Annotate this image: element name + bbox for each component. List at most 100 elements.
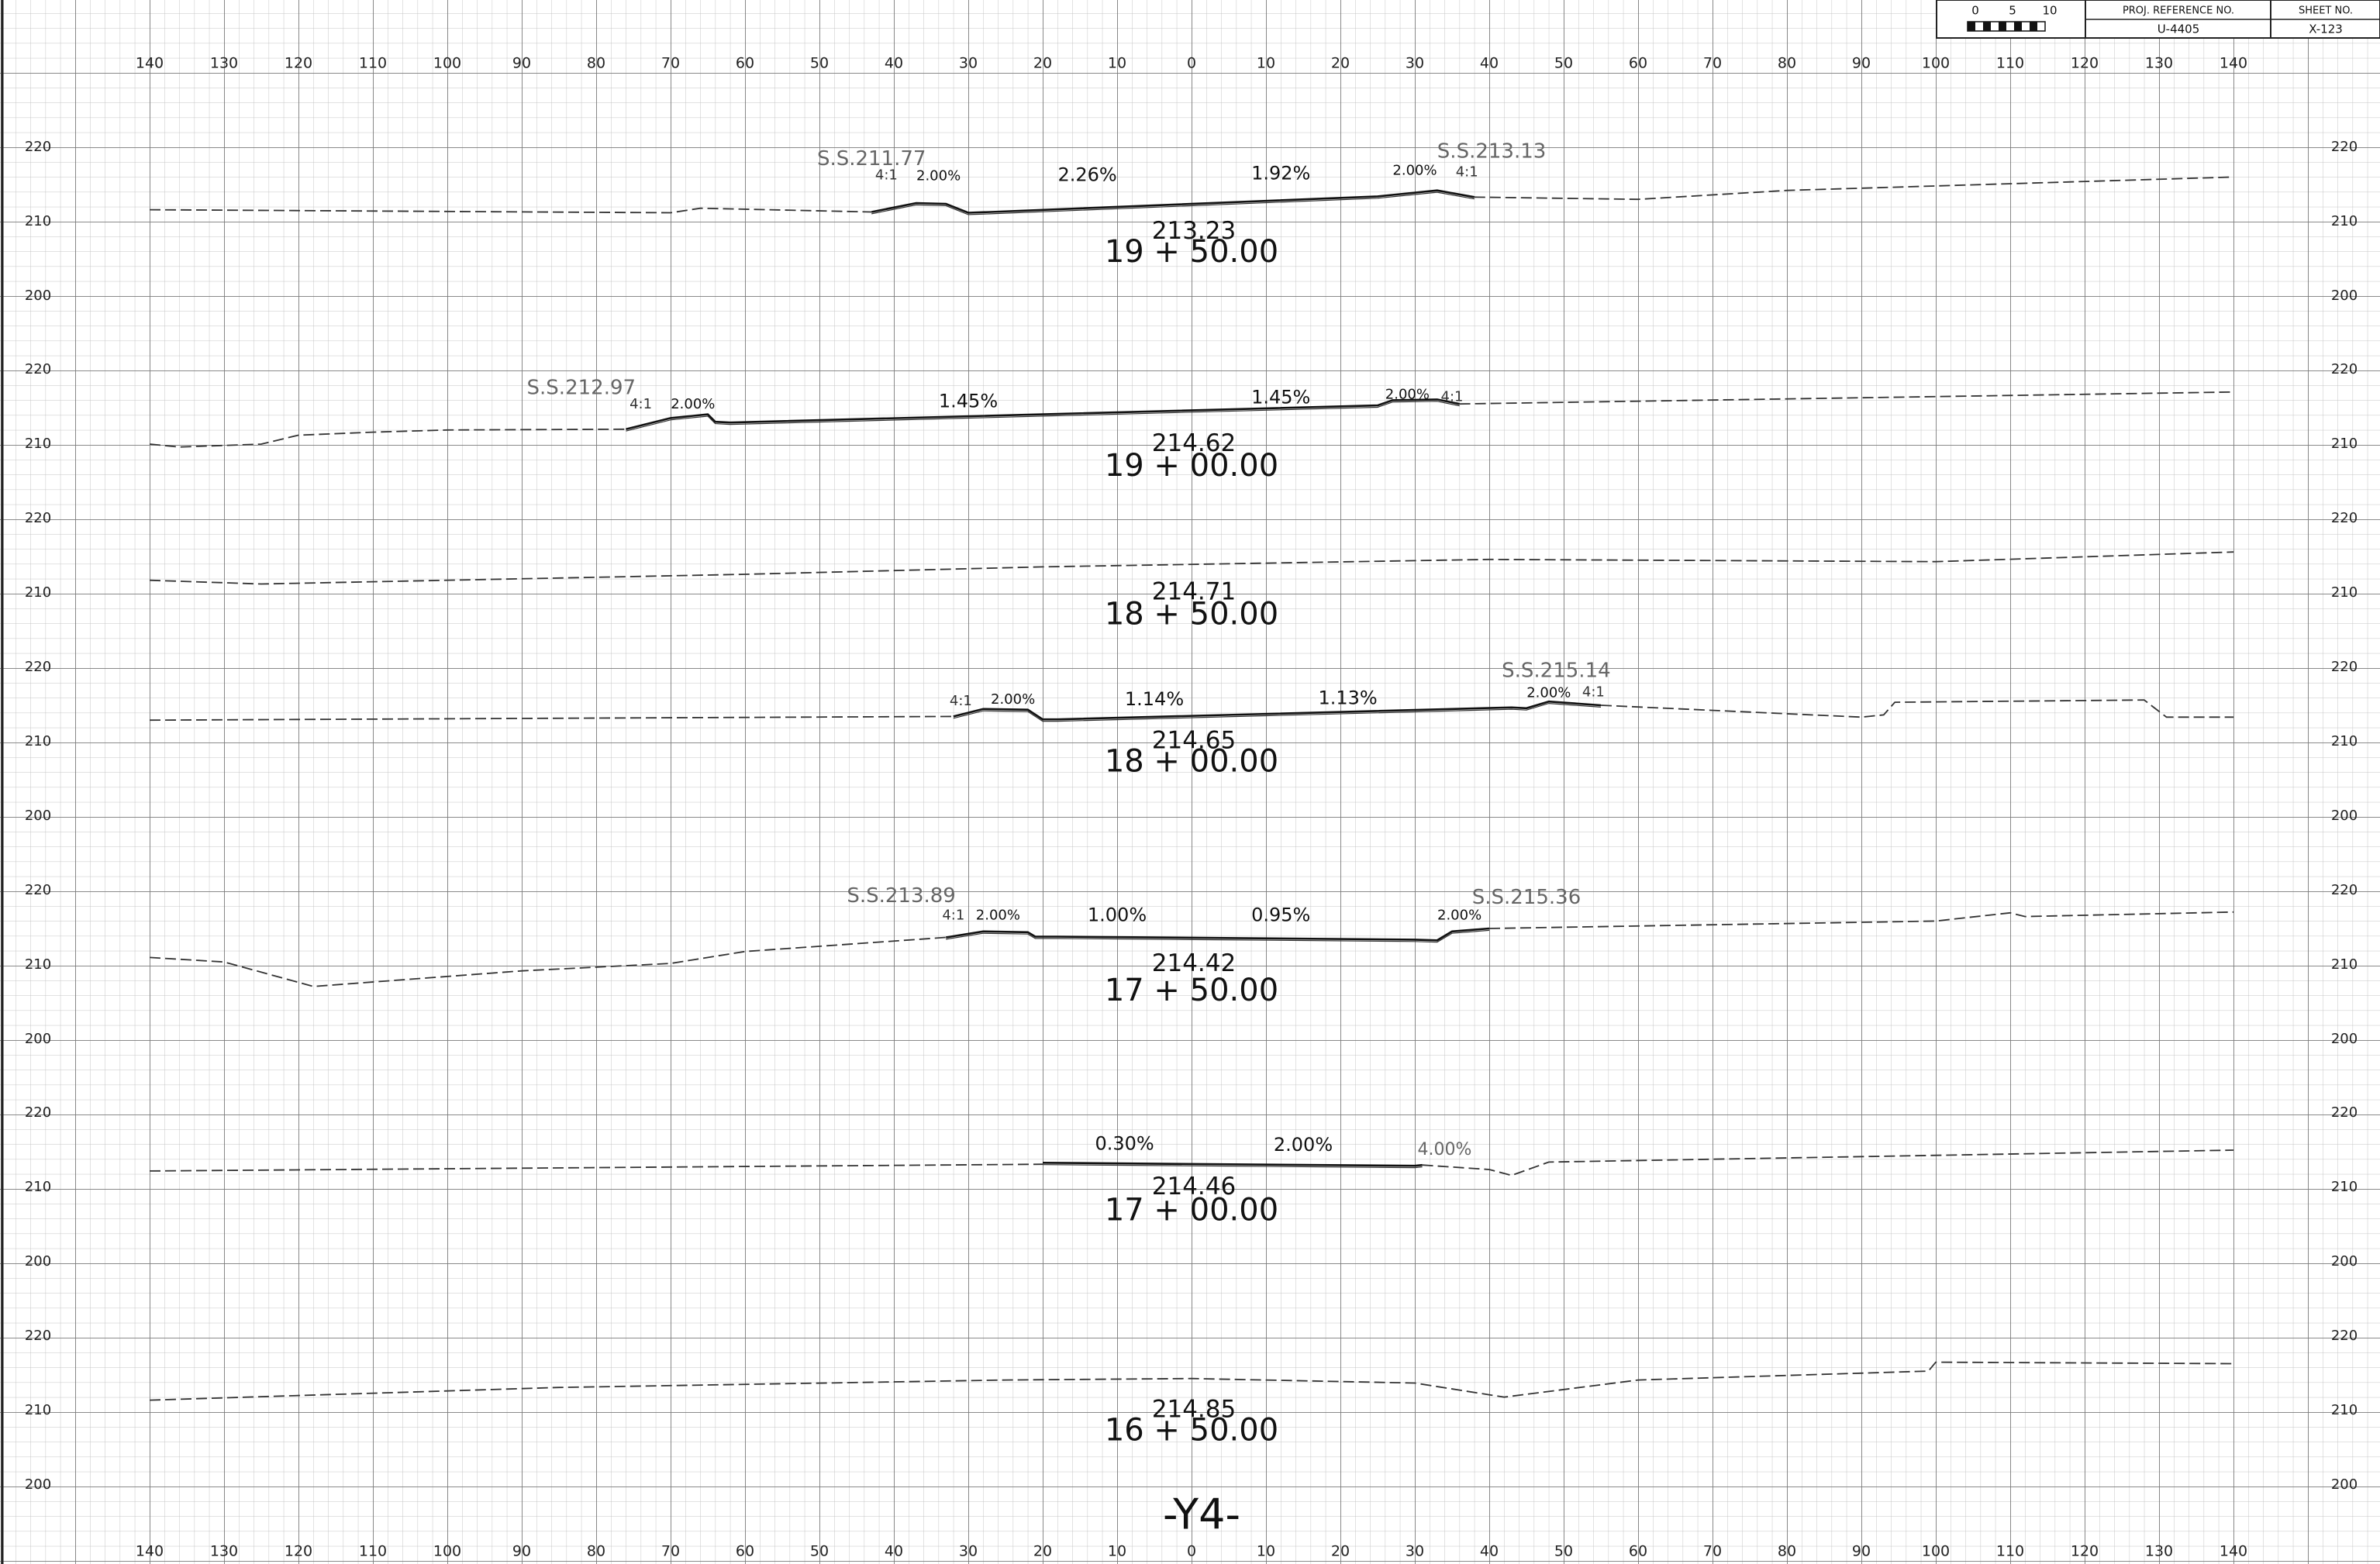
ground-line	[1474, 176, 2234, 201]
elevation-label: 220	[2331, 361, 2358, 377]
grade-elevation: 214.46	[1152, 1173, 1236, 1201]
section-annotation: 4:1	[950, 693, 972, 709]
roadway-subgrade	[946, 929, 1490, 943]
section-annotation: S.S.211.77	[817, 147, 926, 171]
section-annotation: 4:1	[629, 396, 652, 412]
offset-label: 50	[810, 55, 829, 72]
section-annotation: 0.30%	[1095, 1132, 1154, 1154]
offset-label: 100	[1922, 55, 1950, 72]
elevation-label: 210	[25, 436, 51, 452]
ground-line	[1459, 391, 2234, 405]
section-annotation: 4:1	[1441, 389, 1464, 405]
offset-label: 30	[959, 55, 978, 72]
offset-label: 70	[661, 1543, 680, 1560]
section-annotation: 2.00%	[991, 691, 1035, 708]
elevation-label: 220	[2331, 659, 2358, 675]
elevation-label: 200	[25, 1031, 51, 1047]
elevation-label: 210	[25, 213, 51, 229]
elevation-label: 210	[2331, 584, 2358, 601]
section-annotation: 1.45%	[1251, 386, 1310, 408]
station: 16 + 50.00	[1105, 1412, 1278, 1448]
station: 18 + 50.00	[1105, 597, 1278, 632]
offset-label: 140	[2220, 55, 2247, 72]
section-annotation: 2.00%	[1385, 387, 1430, 403]
section-annotation: 2.00%	[1526, 685, 1571, 701]
section-annotation: 2.00%	[671, 396, 715, 412]
scale-bar	[1967, 21, 2046, 32]
ground-line	[149, 428, 626, 448]
offset-label: 120	[2071, 1543, 2099, 1560]
section-annotation: 4:1	[1456, 164, 1478, 181]
section-annotation: S.S.215.14	[1502, 659, 1611, 682]
offset-label: 110	[359, 1543, 387, 1560]
offset-label: 70	[661, 55, 680, 72]
grade-elevation: 214.71	[1152, 578, 1236, 606]
grade-elevation: 214.42	[1152, 949, 1236, 977]
offset-label: 80	[1778, 55, 1796, 72]
offset-label: 140	[2220, 1543, 2247, 1560]
offset-label: 140	[136, 55, 164, 72]
ground-line	[149, 936, 947, 987]
elevation-label: 210	[25, 584, 51, 601]
ground-line	[149, 715, 954, 722]
offset-label: 60	[1629, 55, 1647, 72]
offset-label: 40	[885, 55, 903, 72]
section-annotation: 0.95%	[1251, 904, 1310, 926]
station: 19 + 50.00	[1105, 234, 1278, 270]
offset-label: 70	[1703, 1543, 1722, 1560]
roadway-template	[1042, 1162, 1423, 1167]
section-annotation: 4:1	[875, 167, 898, 183]
elevation-label: 220	[25, 1328, 51, 1344]
elevation-label: 210	[2331, 733, 2358, 749]
offset-label: 30	[959, 1543, 978, 1560]
elevation-label: 210	[2331, 1402, 2358, 1418]
offset-label: 80	[587, 1543, 605, 1560]
offset-label: 40	[885, 1543, 903, 1560]
offset-label: 20	[1331, 1543, 1350, 1560]
grade-elevation: 213.23	[1152, 217, 1236, 245]
roadway-template	[871, 189, 1475, 214]
proj-ref-label: PROJ. REFERENCE NO.	[2123, 5, 2234, 17]
offset-label: 90	[512, 1543, 531, 1560]
section-annotation: 1.45%	[939, 390, 998, 412]
roadway-template	[626, 398, 1460, 431]
offset-label: 110	[1996, 1543, 2024, 1560]
scale-label: 0	[1971, 4, 1979, 18]
section-annotation: 2.00%	[1274, 1134, 1333, 1156]
station: 18 + 00.00	[1105, 743, 1278, 779]
offset-label: 30	[1406, 55, 1424, 72]
ground-line	[1600, 699, 2233, 718]
elevation-label: 200	[2331, 1476, 2358, 1493]
elevation-label: 220	[25, 659, 51, 675]
scale-label: 10	[2042, 4, 2057, 18]
section-annotation: 2.26%	[1057, 164, 1116, 185]
section-annotation: 4.00%	[1417, 1140, 1471, 1159]
offset-label: 40	[1480, 55, 1499, 72]
offset-label: 20	[1033, 1543, 1052, 1560]
elevation-label: 210	[25, 1402, 51, 1418]
offset-label: 80	[1778, 1543, 1796, 1560]
offset-label: 100	[433, 1543, 461, 1560]
offset-label: 110	[1996, 55, 2024, 72]
offset-label: 90	[1852, 1543, 1871, 1560]
ground-line	[149, 1163, 1043, 1172]
title-block: 0 5 10 PROJ. REFERENCE NO. U-4405 SHEET …	[1936, 0, 2380, 39]
elevation-label: 200	[2331, 808, 2358, 824]
grade-elevation: 214.62	[1152, 429, 1236, 457]
elevation-label: 220	[2331, 1104, 2358, 1121]
offset-label: 10	[1108, 55, 1126, 72]
elevation-label: 220	[2331, 139, 2358, 155]
ground-line	[149, 207, 872, 214]
sheet-number: X-123	[2309, 22, 2343, 36]
offset-label: 120	[285, 55, 312, 72]
offset-label: 80	[587, 55, 605, 72]
offset-label: 50	[1554, 1543, 1573, 1560]
elevation-label: 210	[25, 1179, 51, 1195]
proj-ref: U-4405	[2158, 22, 2200, 36]
elevation-label: 220	[2331, 510, 2358, 526]
offset-label: 130	[210, 1543, 238, 1560]
section-annotation: S.S.215.36	[1472, 886, 1581, 909]
elevation-label: 220	[25, 139, 51, 155]
offset-label: 120	[285, 1543, 312, 1560]
